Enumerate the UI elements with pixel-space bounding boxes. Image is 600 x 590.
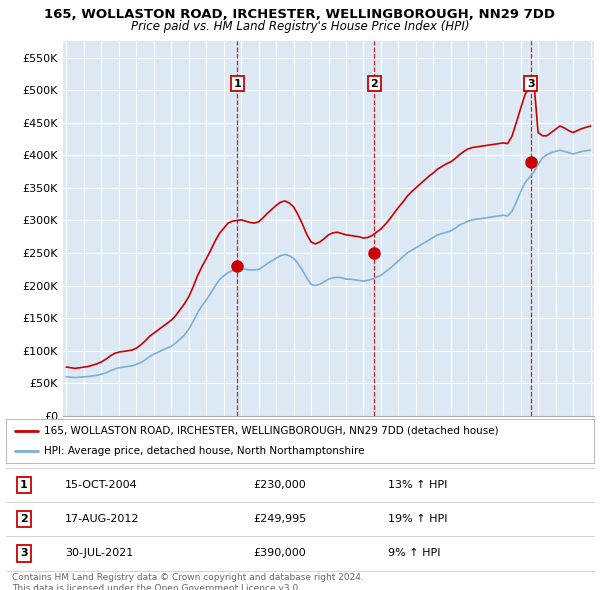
Text: £230,000: £230,000 <box>253 480 306 490</box>
Text: 2: 2 <box>20 514 28 524</box>
Text: 17-AUG-2012: 17-AUG-2012 <box>65 514 139 524</box>
Text: Price paid vs. HM Land Registry's House Price Index (HPI): Price paid vs. HM Land Registry's House … <box>131 20 469 33</box>
Text: 2: 2 <box>371 78 379 88</box>
Text: 3: 3 <box>527 78 535 88</box>
Text: 165, WOLLASTON ROAD, IRCHESTER, WELLINGBOROUGH, NN29 7DD (detached house): 165, WOLLASTON ROAD, IRCHESTER, WELLINGB… <box>44 426 499 436</box>
Text: 13% ↑ HPI: 13% ↑ HPI <box>388 480 448 490</box>
Text: £390,000: £390,000 <box>253 549 306 558</box>
Text: 9% ↑ HPI: 9% ↑ HPI <box>388 549 440 558</box>
Text: 1: 1 <box>20 480 28 490</box>
Text: 1: 1 <box>233 78 241 88</box>
Text: HPI: Average price, detached house, North Northamptonshire: HPI: Average price, detached house, Nort… <box>44 446 365 456</box>
Text: £249,995: £249,995 <box>253 514 306 524</box>
Text: 15-OCT-2004: 15-OCT-2004 <box>65 480 137 490</box>
Text: 3: 3 <box>20 549 28 558</box>
Text: 165, WOLLASTON ROAD, IRCHESTER, WELLINGBOROUGH, NN29 7DD: 165, WOLLASTON ROAD, IRCHESTER, WELLINGB… <box>44 8 556 21</box>
Text: 30-JUL-2021: 30-JUL-2021 <box>65 549 133 558</box>
Text: Contains HM Land Registry data © Crown copyright and database right 2024.
This d: Contains HM Land Registry data © Crown c… <box>12 573 364 590</box>
Text: 19% ↑ HPI: 19% ↑ HPI <box>388 514 448 524</box>
